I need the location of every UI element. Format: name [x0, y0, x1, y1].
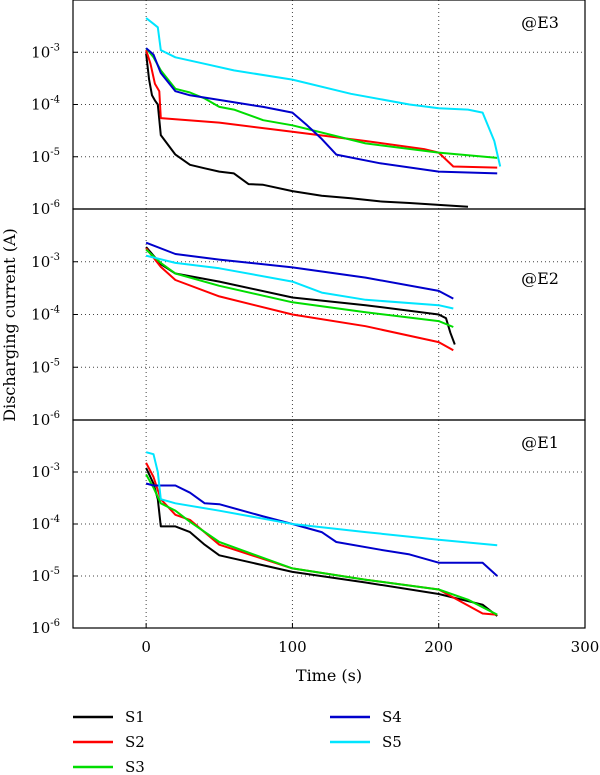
- legend-item-s5: S5: [330, 733, 402, 751]
- series-line-s5: [145, 451, 498, 547]
- series-line-s2: [145, 247, 454, 352]
- grid-layer: [73, 0, 586, 628]
- y-tick-label: 10-4: [31, 514, 60, 533]
- series-line-s3: [145, 473, 498, 616]
- series-line-s1: [145, 53, 469, 208]
- x-tick-label: 100: [278, 638, 307, 656]
- panel-annotation: @E1: [521, 433, 559, 452]
- y-tick-label: 10-3: [31, 42, 60, 61]
- series-line-s4: [145, 482, 498, 577]
- legend: S1 S2 S3 S4 S5: [73, 708, 402, 775]
- x-tick-label: 300: [571, 638, 600, 656]
- legend-label: S5: [382, 733, 402, 751]
- series-line-s4: [145, 241, 454, 300]
- panel-annotation: @E2: [521, 269, 559, 288]
- series-line-s2: [145, 462, 498, 616]
- y-tick-label: 10-4: [31, 305, 60, 324]
- series-layer: [145, 17, 502, 617]
- legend-label: S3: [125, 758, 145, 775]
- legend-label: S2: [125, 733, 145, 751]
- series-line-s2: [145, 49, 498, 169]
- legend-item-s4: S4: [330, 708, 402, 726]
- legend-item-s2: S2: [73, 733, 145, 751]
- legend-item-s1: S1: [73, 708, 145, 726]
- y-tick-label: 10-6: [31, 199, 60, 218]
- series-line-s1: [145, 246, 456, 345]
- series-line-s5: [145, 17, 502, 167]
- y-tick-label: 10-3: [31, 462, 60, 481]
- panel-annotation: @E3: [521, 13, 559, 32]
- y-axis-label: Discharging current (A): [0, 228, 19, 422]
- series-line-s4: [145, 47, 498, 175]
- x-axis-label: Time (s): [296, 666, 362, 685]
- series-line-s3: [145, 47, 498, 159]
- y-tick-label: 10-6: [31, 618, 60, 637]
- y-tick-label: 10-3: [31, 252, 60, 271]
- x-tick-label: 200: [424, 638, 453, 656]
- tick-layer: 10-3 10-4 10-5 10-6 10-3 10-4 10-5 10-6 10-3 10-4…: [31, 42, 599, 656]
- y-tick-label: 10-5: [31, 147, 60, 166]
- y-tick-label: 10-4: [31, 95, 60, 114]
- series-line-s3: [145, 248, 454, 328]
- y-tick-label: 10-5: [31, 357, 60, 376]
- legend-label: S1: [125, 708, 145, 726]
- legend-item-s3: S3: [73, 758, 145, 775]
- series-line-s5: [145, 254, 454, 310]
- y-tick-label: 10-6: [31, 410, 60, 429]
- legend-label: S4: [382, 708, 402, 726]
- x-tick-label: 0: [141, 638, 151, 656]
- y-tick-label: 10-5: [31, 566, 60, 585]
